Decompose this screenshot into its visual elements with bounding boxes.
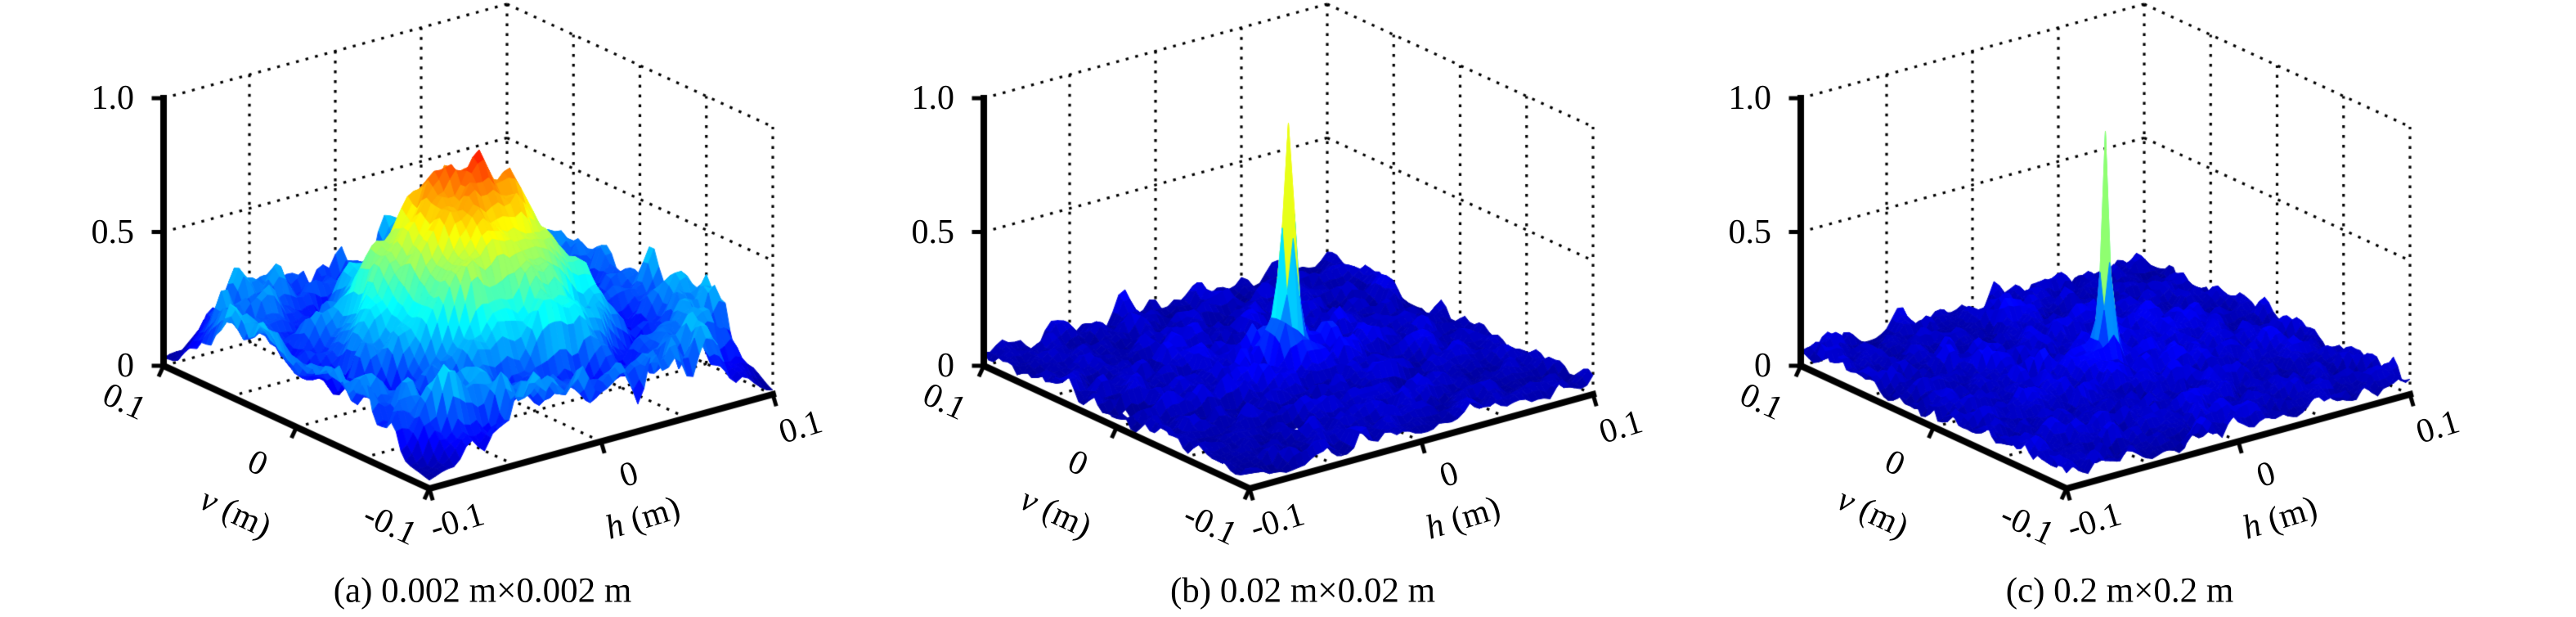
surface-plot-a: (a) 0.002 m×0.002 m 1.0 0.5 0 0.1 0 -0.1 -0.1 0… xyxy=(0,0,859,617)
z-tick-label: 0.5 xyxy=(1728,213,1772,251)
z-tick-label: 0.5 xyxy=(91,213,135,251)
subcaption-c: (c) 0.2 m×0.2 m xyxy=(2005,571,2234,610)
surface-canvas-c xyxy=(1717,0,2576,617)
surface-plot-b: (b) 0.02 m×0.02 m 1.0 0.5 0 0.1 0 -0.1 -0.1 0 0.… xyxy=(859,0,1717,617)
z-tick-label: 1.0 xyxy=(911,79,955,117)
z-tick-label: 1.0 xyxy=(1728,79,1772,117)
z-tick-label: 0 xyxy=(117,347,134,385)
z-tick-label: 0 xyxy=(937,347,954,385)
subcaption-b: (b) 0.02 m×0.02 m xyxy=(1169,571,1436,610)
subcaption-a: (a) 0.002 m×0.002 m xyxy=(333,571,632,610)
surface-canvas-a xyxy=(0,0,859,617)
z-tick-label: 0 xyxy=(1754,347,1771,385)
z-tick-label: 1.0 xyxy=(91,79,135,117)
surface-canvas-b xyxy=(859,0,1717,617)
z-tick-label: 0.5 xyxy=(911,213,955,251)
surface-plot-c: (c) 0.2 m×0.2 m 1.0 0.5 0 0.1 0 -0.1 -0.1 0 0.1 v… xyxy=(1717,0,2576,617)
